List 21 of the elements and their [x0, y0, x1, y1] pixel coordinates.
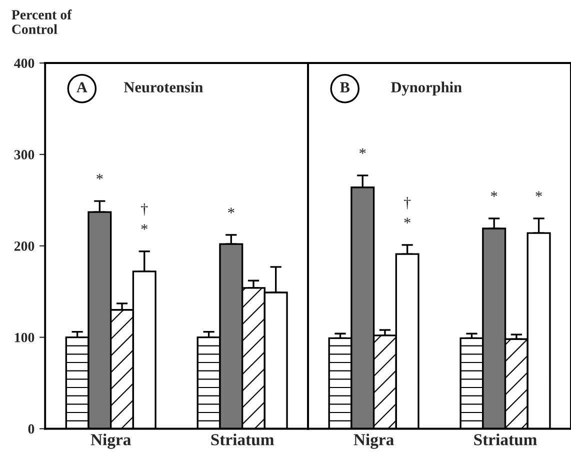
- x-tick-label: Striatum: [211, 434, 274, 446]
- text: Neurotensin: [124, 82, 203, 92]
- data-label: † *: [141, 203, 148, 230]
- annotation: A: [76, 82, 88, 92]
- annotation: B: [340, 82, 350, 92]
- data-label: † *: [404, 196, 411, 224]
- data-label: *: [536, 191, 542, 197]
- text: Dynorphin: [390, 82, 462, 96]
- y-tick-label: 300: [14, 150, 34, 160]
- y-tick-label: 100: [14, 332, 34, 342]
- y-tick-label: 400: [14, 58, 34, 68]
- y-tick-label: 200: [14, 241, 34, 251]
- data-label: *: [491, 191, 498, 197]
- x-tick-label: Nigra: [90, 434, 131, 449]
- y-tick-label: 0: [28, 424, 34, 434]
- x-tick-label: Nigra: [354, 434, 394, 449]
- data-label: *: [360, 148, 366, 154]
- data-label: *: [96, 174, 103, 180]
- y-axis-title: Percent of Control: [12, 10, 72, 34]
- x-tick-label: Striatum: [474, 434, 537, 446]
- data-label: *: [228, 208, 234, 214]
